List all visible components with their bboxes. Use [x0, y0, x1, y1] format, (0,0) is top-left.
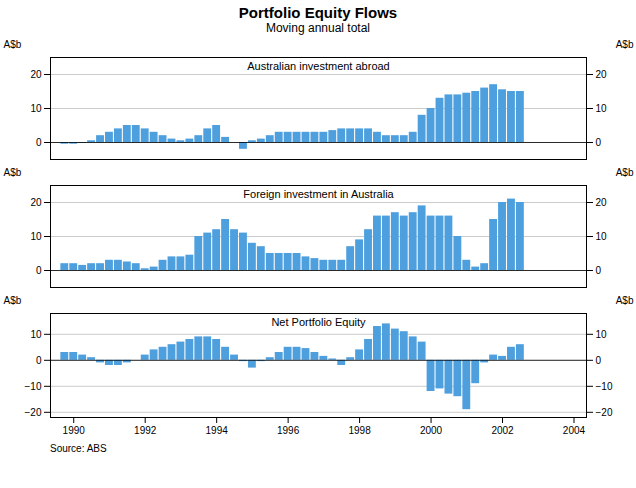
- svg-text:0: 0: [36, 137, 42, 148]
- svg-text:10: 10: [30, 103, 42, 114]
- svg-text:A$b: A$b: [616, 39, 634, 50]
- svg-text:1994: 1994: [206, 425, 229, 436]
- svg-text:−10: −10: [596, 381, 613, 392]
- svg-text:10: 10: [30, 329, 42, 340]
- svg-text:2004: 2004: [563, 425, 586, 436]
- svg-text:10: 10: [596, 329, 608, 340]
- svg-text:2002: 2002: [491, 425, 514, 436]
- svg-text:0: 0: [596, 355, 602, 366]
- svg-text:10: 10: [596, 103, 608, 114]
- svg-text:20: 20: [30, 197, 42, 208]
- svg-text:10: 10: [30, 231, 42, 242]
- svg-text:Net Portfolio Equity: Net Portfolio Equity: [271, 316, 366, 328]
- svg-text:−20: −20: [25, 407, 42, 418]
- svg-text:1998: 1998: [348, 425, 371, 436]
- svg-text:1990: 1990: [63, 425, 86, 436]
- svg-text:1992: 1992: [134, 425, 157, 436]
- svg-text:−10: −10: [25, 381, 42, 392]
- svg-text:20: 20: [596, 197, 608, 208]
- svg-text:0: 0: [36, 265, 42, 276]
- svg-text:0: 0: [36, 355, 42, 366]
- svg-text:A$b: A$b: [616, 295, 634, 306]
- html-text:Moving annual total: Moving annual total: [266, 21, 370, 35]
- svg-text:1996: 1996: [277, 425, 300, 436]
- svg-text:10: 10: [596, 231, 608, 242]
- svg-text:0: 0: [596, 265, 602, 276]
- svg-text:A$b: A$b: [616, 167, 634, 178]
- svg-text:2000: 2000: [420, 425, 443, 436]
- svg-text:−20: −20: [596, 407, 613, 418]
- svg-text:20: 20: [30, 69, 42, 80]
- svg-text:Australian investment abroad: Australian investment abroad: [247, 60, 389, 72]
- svg-text:A$b: A$b: [4, 295, 22, 306]
- svg-text:A$b: A$b: [4, 39, 22, 50]
- svg-text:A$b: A$b: [4, 167, 22, 178]
- svg-text:20: 20: [596, 69, 608, 80]
- html-text:Portfolio Equity Flows: Portfolio Equity Flows: [238, 4, 398, 21]
- html-text:Source: ABS: Source: ABS: [50, 443, 107, 454]
- svg-text:0: 0: [596, 137, 602, 148]
- svg-text:Foreign investment in Australi: Foreign investment in Australia: [243, 188, 394, 200]
